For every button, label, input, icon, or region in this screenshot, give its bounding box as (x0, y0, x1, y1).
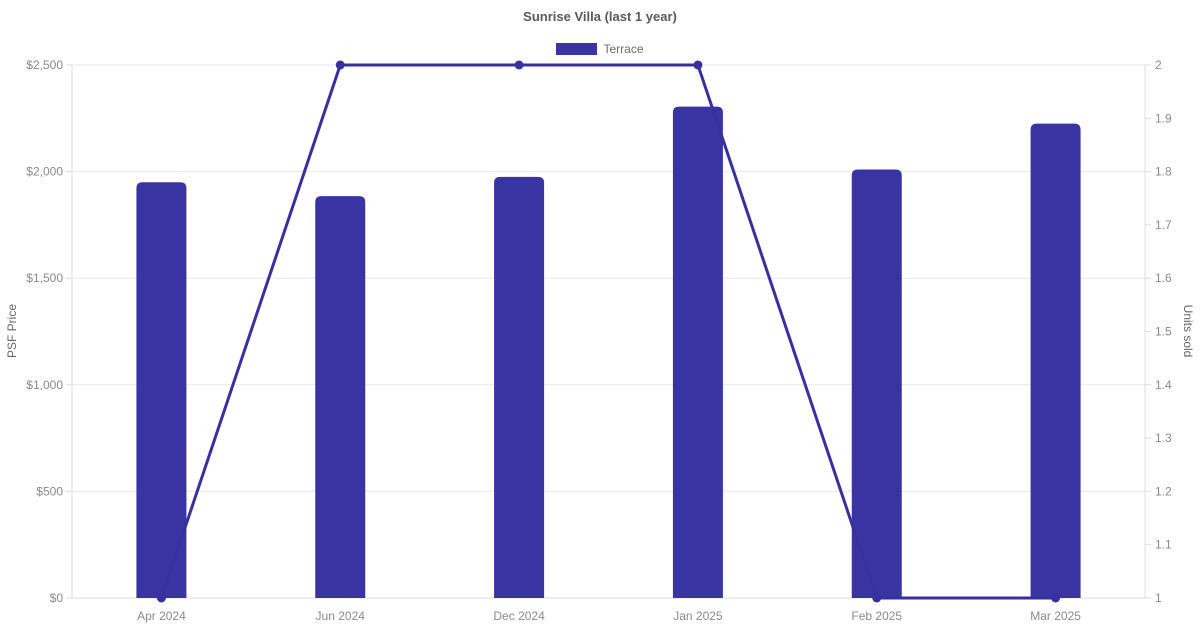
bar-feb-2025[interactable] (851, 169, 902, 598)
left-axis-tick-label: $2,500 (26, 58, 63, 72)
x-axis-label: Dec 2024 (493, 609, 545, 623)
legend-swatch-terrace[interactable] (556, 43, 598, 55)
left-axis-tick-label: $1,000 (26, 378, 63, 392)
chart-title: Sunrise Villa (last 1 year) (523, 9, 677, 24)
legend-label-terrace[interactable]: Terrace (603, 42, 644, 56)
right-axis-tick-label: 1 (1155, 591, 1162, 605)
right-axis-tick-label: 1.3 (1155, 431, 1172, 445)
bar-jun-2024[interactable] (315, 196, 366, 599)
right-axis-tick-label: 1.7 (1155, 218, 1172, 232)
right-axis-tick-label: 1.1 (1155, 538, 1172, 552)
x-axis-label: Jun 2024 (316, 609, 366, 623)
units-sold-line (159, 63, 1056, 600)
left-axis-tick-label: $2,000 (26, 165, 63, 179)
right-axis-tick-label: 1.4 (1155, 378, 1172, 392)
units-sold-point-dec-2024[interactable] (514, 60, 524, 70)
right-axis-tick-label: 1.8 (1155, 165, 1172, 179)
left-axis-tick-label: $500 (36, 484, 63, 498)
units-sold-point-mar-2025[interactable] (1051, 593, 1061, 603)
right-axis-tick-label: 1.2 (1155, 484, 1172, 498)
units-sold-point-apr-2024[interactable] (156, 593, 166, 603)
bar-mar-2025[interactable] (1030, 123, 1081, 598)
right-axis-tick-label: 2 (1155, 58, 1162, 72)
right-axis-tick-label: 1.5 (1155, 325, 1172, 339)
bar-jan-2025[interactable] (672, 106, 723, 598)
legend: Terrace (0, 42, 1200, 56)
bar-apr-2024[interactable] (136, 182, 187, 598)
left-axis-tick-label: $1,500 (26, 271, 63, 285)
units-sold-point-feb-2025[interactable] (872, 593, 882, 603)
right-axis-tick-label: 1.6 (1155, 271, 1172, 285)
x-axis-label: Apr 2024 (137, 609, 186, 623)
units-sold-point-jun-2024[interactable] (335, 60, 345, 70)
x-axis-label: Jan 2025 (673, 609, 723, 623)
left-axis-tick-label: $0 (50, 591, 64, 605)
bar-dec-2024[interactable] (494, 176, 545, 598)
x-axis-label: Mar 2025 (1030, 609, 1081, 623)
x-axis-label: Feb 2025 (851, 609, 902, 623)
right-axis-tick-label: 1.9 (1155, 111, 1172, 125)
units-sold-point-jan-2025[interactable] (693, 60, 703, 70)
